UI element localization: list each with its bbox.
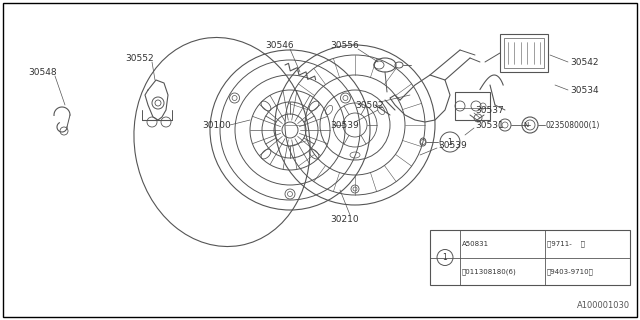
Bar xyxy=(455,92,490,120)
Text: 30502: 30502 xyxy=(355,100,383,109)
Bar xyxy=(500,34,548,72)
Text: 30556: 30556 xyxy=(330,41,359,50)
Text: 30531: 30531 xyxy=(475,121,504,130)
Bar xyxy=(504,38,544,68)
Text: 30100: 30100 xyxy=(202,121,231,130)
Text: （9711-    ）: （9711- ） xyxy=(547,240,585,247)
Text: 30546: 30546 xyxy=(265,41,294,50)
Text: 1: 1 xyxy=(443,253,447,262)
Text: 30552: 30552 xyxy=(125,53,154,62)
Text: N: N xyxy=(524,122,529,128)
Text: 30539: 30539 xyxy=(330,121,359,130)
Text: Ⓡ011308180(6): Ⓡ011308180(6) xyxy=(462,268,516,275)
Text: 30542: 30542 xyxy=(570,58,598,67)
Text: 30210: 30210 xyxy=(330,215,358,225)
Bar xyxy=(430,230,630,285)
Text: 30539: 30539 xyxy=(438,140,467,149)
Text: A100001030: A100001030 xyxy=(577,300,630,309)
Text: （9403-9710）: （9403-9710） xyxy=(547,268,594,275)
Text: A50831: A50831 xyxy=(462,241,489,247)
Text: 023508000(1): 023508000(1) xyxy=(546,121,600,130)
Text: 30534: 30534 xyxy=(570,85,598,94)
Text: 30548: 30548 xyxy=(28,68,56,76)
Text: 30537: 30537 xyxy=(475,106,504,115)
Text: 1: 1 xyxy=(447,138,452,147)
